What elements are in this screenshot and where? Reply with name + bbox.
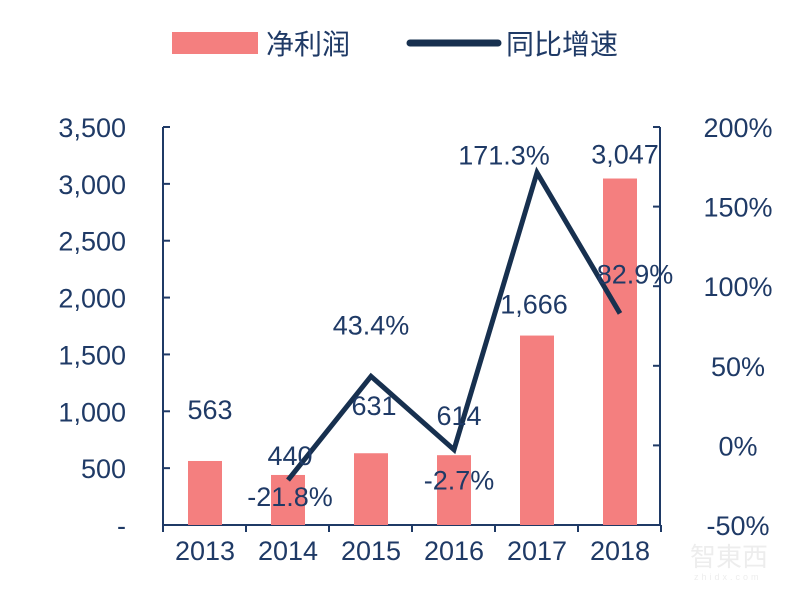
growth-value-label: 82.9% (597, 259, 674, 289)
watermark-logo: 智東西 zhidx.com (690, 543, 768, 582)
x-tick-label: 2015 (341, 536, 401, 566)
left-tick-label: 1,000 (58, 397, 126, 427)
right-tick-label: 150% (703, 193, 772, 223)
left-tick-label: 3,000 (58, 170, 126, 200)
left-tick-label: 2,000 (58, 284, 126, 314)
left-tick-label: 2,500 (58, 227, 126, 257)
x-tick-label: 2016 (424, 536, 484, 566)
left-tick-label: - (117, 511, 126, 541)
bar-2018 (603, 178, 637, 525)
left-tick-label: 1,500 (58, 340, 126, 370)
x-tick-label: 2018 (590, 536, 650, 566)
bar-value-label: 440 (267, 441, 312, 471)
legend: 净利润 同比增速 (172, 28, 618, 61)
bar-value-label: 1,666 (500, 290, 568, 320)
right-tick-label: 100% (703, 272, 772, 302)
bar-2015 (354, 453, 388, 525)
x-tick-label: 2013 (175, 536, 235, 566)
bar-value-label: 614 (436, 401, 481, 431)
bar-2013 (188, 460, 222, 525)
growth-value-label: -2.7% (424, 466, 495, 496)
legend-swatch-bar (172, 32, 258, 54)
growth-value-label: 171.3% (458, 141, 550, 171)
bar-2014 (271, 474, 305, 525)
svg-text:zhidx.com: zhidx.com (694, 572, 762, 582)
right-tick-label: 200% (703, 113, 772, 143)
x-tick-label: 2017 (507, 536, 567, 566)
legend-label-line: 同比增速 (506, 28, 618, 61)
growth-value-label: -21.8% (247, 482, 333, 512)
legend-label-bar: 净利润 (266, 28, 350, 61)
svg-text:智東西: 智東西 (690, 543, 768, 573)
left-tick-label: 3,500 (58, 113, 126, 143)
bar-2016 (437, 455, 471, 525)
bar-value-label: 631 (351, 391, 396, 421)
bar-value-label: 3,047 (591, 140, 659, 170)
right-tick-label: 0% (718, 431, 757, 461)
growth-value-label: 43.4% (333, 310, 410, 340)
left-tick-label: 500 (81, 454, 126, 484)
x-tick-label: 2014 (258, 536, 318, 566)
right-tick-label: 50% (711, 352, 765, 382)
bar-2017 (520, 335, 554, 525)
right-tick-label: -50% (706, 511, 769, 541)
bar-value-label: 563 (187, 395, 232, 425)
